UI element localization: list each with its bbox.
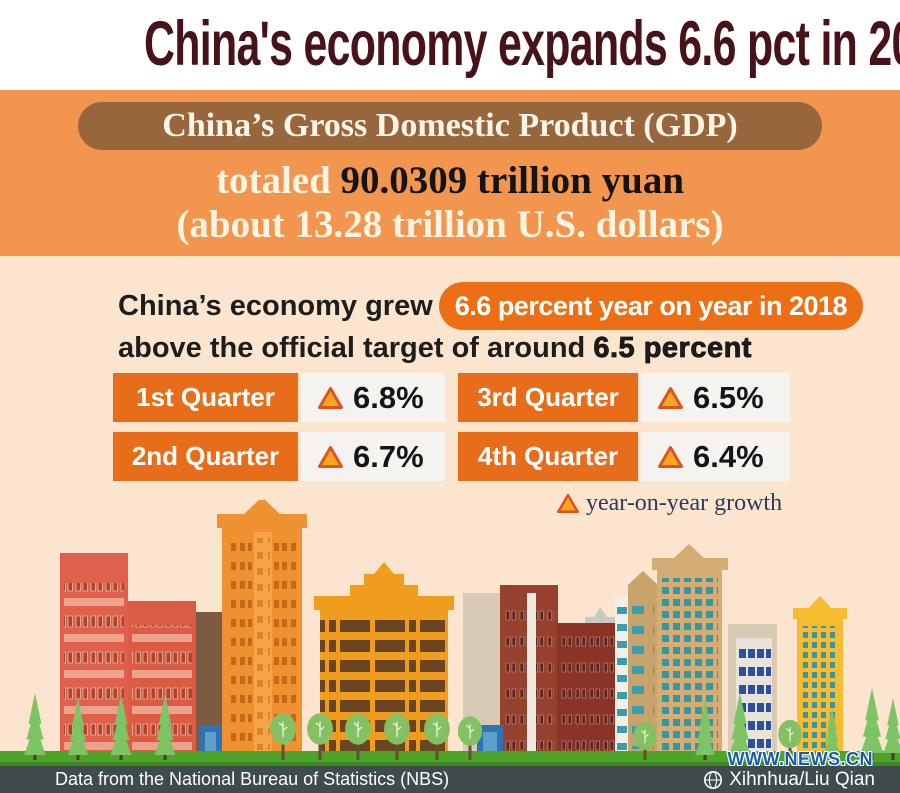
quarter-label: 4th Quarter <box>458 432 638 481</box>
quarter-value: 6.7% <box>301 432 445 481</box>
grid-spacer <box>448 432 455 481</box>
quarter-value-text: 6.5% <box>693 379 764 415</box>
quarter-label: 3rd Quarter <box>458 373 638 422</box>
legend: year-on-year growth <box>556 490 782 517</box>
growth-headline: China’s economy grew 6.6 percent year on… <box>118 282 864 330</box>
globe-icon <box>704 770 723 789</box>
growth-section: China’s economy grew 6.6 percent year on… <box>0 256 900 766</box>
quarter-value-text: 6.8% <box>353 379 424 415</box>
quarter-value-text: 6.4% <box>693 438 764 474</box>
page-title: China's economy expands 6.6 pct in 2018 <box>144 9 900 79</box>
gdp-usd-note: (about 13.28 trillion U.S. dollars) <box>176 203 724 246</box>
triangle-up-icon <box>658 445 683 468</box>
triangle-up-icon <box>557 493 579 514</box>
title-bar: China's economy expands 6.6 pct in 2018 <box>0 0 900 90</box>
gdp-total-value: 90.0309 trillion yuan <box>340 159 685 202</box>
gdp-banner-text: China’s Gross Domestic Product (GDP) <box>162 107 738 144</box>
city-skyline-illustration <box>0 500 900 766</box>
target-text: above the official target of around <box>118 332 594 364</box>
website-watermark: WWW.NEWS.CN <box>727 749 873 769</box>
gdp-banner: China’s Gross Domestic Product (GDP) <box>78 102 822 150</box>
credit-text: Xihnhua/Liu Qian <box>729 768 875 790</box>
gdp-section: China’s Gross Domestic Product (GDP) tot… <box>0 90 900 256</box>
quarter-label: 2nd Quarter <box>113 432 298 481</box>
growth-lead-text: China’s economy grew <box>118 289 433 322</box>
quarter-value-text: 6.7% <box>353 438 424 474</box>
quarter-value: 6.4% <box>641 432 790 481</box>
quarter-value: 6.5% <box>641 373 790 422</box>
legend-label: year-on-year growth <box>586 490 783 516</box>
gdp-total-line: totaled 90.0309 trillion yuan <box>0 158 900 203</box>
target-line: above the official target of around 6.5 … <box>118 332 752 365</box>
totaled-label: totaled <box>215 159 341 202</box>
triangle-up-icon <box>318 445 343 468</box>
quarterly-growth-table: 1st Quarter 6.8% 3rd Quarter 6.5% 2nd Qu… <box>113 373 790 481</box>
credit: Xihnhua/Liu Qian <box>703 769 900 791</box>
quarter-label: 1st Quarter <box>113 373 298 422</box>
target-value: 6.5 percent <box>593 332 752 365</box>
growth-highlight-pill: 6.6 percent year on year in 2018 <box>438 282 864 330</box>
grid-spacer <box>448 373 455 422</box>
data-source-text: Data from the National Bureau of Statist… <box>55 769 450 789</box>
quarter-value: 6.8% <box>301 373 445 422</box>
triangle-up-icon <box>658 386 683 409</box>
footer-bar: Data from the National Bureau of Statist… <box>0 766 900 793</box>
triangle-up-icon <box>318 386 343 409</box>
